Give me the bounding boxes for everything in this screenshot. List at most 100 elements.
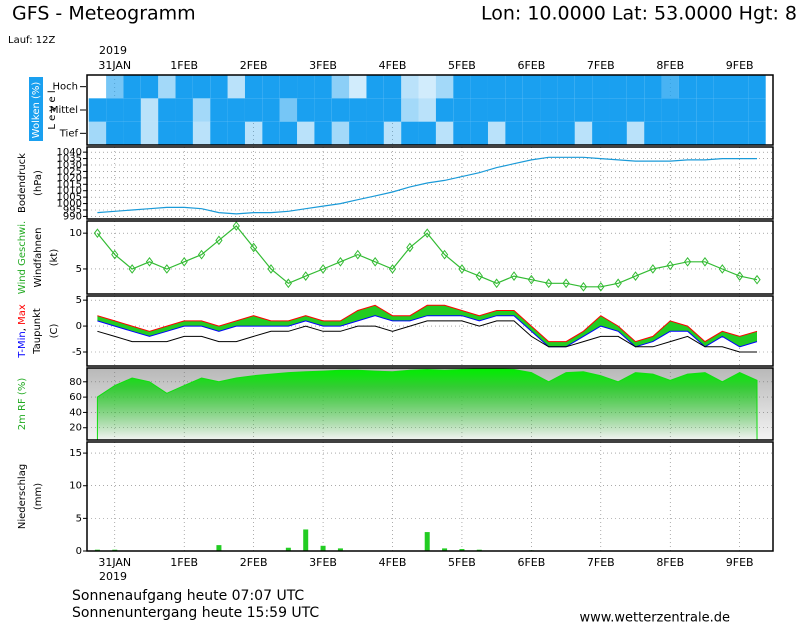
cloud-cell xyxy=(748,75,766,99)
y-label: T-Min, Max xyxy=(17,304,28,359)
level-label: Tief xyxy=(59,128,79,139)
cloud-cell xyxy=(383,98,402,122)
cloud-cell xyxy=(644,121,662,145)
cloud-cell xyxy=(210,121,228,145)
cloud-cell xyxy=(540,98,558,122)
cloud-cell xyxy=(349,75,367,99)
bar xyxy=(442,548,448,551)
cloud-cell xyxy=(609,75,627,99)
cloud-cell xyxy=(192,75,211,99)
line xyxy=(96,225,758,288)
x-tick-label-top: 4FEB xyxy=(379,59,407,72)
run: Lauf: 12Z xyxy=(8,35,55,46)
x-tick-label-bottom: 7FEB xyxy=(587,556,615,569)
marker xyxy=(440,249,449,260)
marker xyxy=(163,264,171,274)
marker xyxy=(545,278,553,289)
cloud-cell xyxy=(644,75,662,99)
cloud-cell xyxy=(227,121,245,145)
marker xyxy=(753,274,761,285)
cloud-cell xyxy=(453,121,471,145)
cloud-cell xyxy=(418,121,436,145)
marker xyxy=(388,264,397,274)
cloud-cell xyxy=(106,75,124,99)
cloud-cell xyxy=(713,98,731,122)
y-label: L e v e l xyxy=(47,90,58,129)
legend-entry: T-Min xyxy=(17,331,28,359)
cloud-cell xyxy=(262,121,280,145)
cloud-cell xyxy=(210,75,228,99)
cloud-cell xyxy=(592,98,610,122)
x-tick-label-bottom: 6FEB xyxy=(517,556,545,569)
y-tick-label: 1010 xyxy=(57,186,82,197)
line xyxy=(97,156,757,215)
marker xyxy=(232,221,240,231)
y-tick-label: 990 xyxy=(63,211,82,222)
cloud-cell xyxy=(349,98,367,122)
cloud-cell xyxy=(470,98,488,122)
marker xyxy=(527,274,535,285)
marker xyxy=(597,282,605,292)
cloud-cell xyxy=(244,98,263,122)
temp-band xyxy=(97,305,757,347)
cloud-cell xyxy=(244,75,263,99)
cloud-cell xyxy=(192,121,211,145)
cloud-cell xyxy=(227,75,245,99)
x-tick-label-top: 7FEB xyxy=(587,59,615,72)
marker xyxy=(510,271,518,281)
x-tick-label-top: 2FEB xyxy=(240,59,268,72)
level-label: Mittel xyxy=(50,105,78,116)
marker xyxy=(493,278,501,289)
cloud-cell xyxy=(158,121,176,145)
marker xyxy=(562,278,570,289)
x-tick-label-bottom: 2FEB xyxy=(240,556,268,569)
cloud-cell xyxy=(279,121,298,145)
cloud-cell xyxy=(123,75,141,99)
cloud-cell xyxy=(89,75,106,98)
level-label: Hoch xyxy=(53,82,78,93)
y-tick-label: 20 xyxy=(69,423,82,434)
cloud-cell xyxy=(314,75,332,99)
location: Lon: 10.0000 Lat: 53.0000 Hgt: 8 xyxy=(481,3,797,25)
cloud-cell xyxy=(418,75,436,99)
line xyxy=(97,304,758,343)
bar xyxy=(424,532,430,551)
cloud-cell xyxy=(661,75,679,99)
y-tick-label: 1025 xyxy=(57,166,82,177)
y-tick-label: 1005 xyxy=(57,192,82,203)
marker xyxy=(701,256,709,267)
x-tick-label-top: 31JAN xyxy=(98,59,131,72)
marker xyxy=(631,271,640,281)
cloud-cell xyxy=(366,121,384,145)
y-label: (kt) xyxy=(49,249,60,267)
x-tick-label-bottom: 8FEB xyxy=(656,556,684,569)
cloud-cell xyxy=(696,121,714,145)
cloud-cell xyxy=(297,98,315,122)
marker xyxy=(111,249,119,260)
cloud-cell xyxy=(730,75,749,99)
area xyxy=(96,368,758,441)
cloud-cell xyxy=(487,98,506,122)
cloud-cell xyxy=(574,98,593,122)
cloud-cell xyxy=(748,98,766,122)
cloud-cell xyxy=(644,98,662,122)
year-bottom: 2019 xyxy=(99,570,127,583)
panel-frame xyxy=(86,367,774,441)
year-top: 2019 xyxy=(99,44,127,57)
legend-separator: , xyxy=(17,325,28,331)
cloud-cell xyxy=(331,98,350,122)
y-tick-label: 1020 xyxy=(57,173,82,184)
cloud-cell xyxy=(453,75,471,99)
cloud-cell xyxy=(557,98,575,122)
y-tick-label: 60 xyxy=(69,392,82,403)
y-label: Bodendruck xyxy=(17,153,28,213)
y-tick-label: 5 xyxy=(76,295,82,306)
cloud-cell xyxy=(383,75,402,99)
marker xyxy=(475,271,483,281)
marker xyxy=(319,264,327,274)
cloud-cell xyxy=(696,98,714,122)
marker xyxy=(215,235,223,246)
marker xyxy=(128,264,136,274)
cloud-cell xyxy=(626,121,645,145)
y-label: 2m RF (%) xyxy=(17,378,28,431)
